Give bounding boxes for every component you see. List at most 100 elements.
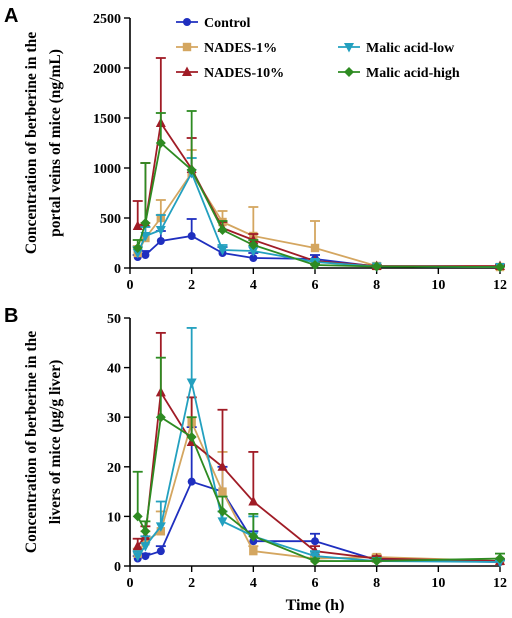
y-tick-label: 1500 (93, 112, 121, 127)
legend-marker (182, 42, 192, 52)
legend-entry: NADES-1% (176, 41, 277, 56)
data-point (132, 249, 143, 259)
data-point (248, 531, 259, 542)
panel-label: A (4, 5, 18, 27)
data-point (310, 260, 320, 270)
y-tick-label: 0 (114, 262, 121, 277)
y-tick-label: 40 (107, 362, 121, 377)
data-point (248, 247, 259, 257)
legend-label: Malic acid-high (366, 66, 460, 81)
series-line (137, 480, 501, 563)
y-tick-label: 30 (107, 411, 121, 426)
legend-label: NADES-1% (204, 41, 277, 56)
y-tick-label: 10 (107, 510, 121, 525)
panel-b: B Concentration of berberine in the livers… (4, 305, 507, 614)
data-point (186, 165, 197, 175)
legend-label: Malic acid-low (366, 41, 455, 56)
y-tick-label: 2000 (93, 62, 121, 77)
x-tick-label: 12 (493, 278, 507, 293)
legend-entry: NADES-10% (176, 66, 284, 81)
data-point (155, 412, 166, 423)
data-point (495, 553, 505, 564)
data-point (155, 138, 166, 148)
data-point (371, 556, 382, 567)
data-point (310, 556, 320, 567)
y-tick-label: 0 (114, 560, 121, 575)
legend-entry: Control (176, 16, 251, 31)
y-axis-label-line1: Concentration of berberine in the (23, 331, 40, 553)
y-tick-label: 20 (107, 461, 121, 476)
x-tick-label: 6 (312, 278, 319, 293)
data-point (132, 511, 143, 522)
data-point (186, 432, 197, 443)
data-point (186, 378, 197, 388)
x-tick-label: 0 (127, 576, 134, 591)
data-point (132, 243, 143, 253)
data-point (141, 552, 150, 561)
data-point (132, 552, 143, 562)
x-tick-label: 12 (493, 576, 507, 591)
data-point (248, 240, 259, 250)
data-point (218, 487, 227, 496)
x-tick-label: 0 (127, 278, 134, 293)
data-point (140, 526, 151, 537)
x-tick-label: 6 (312, 576, 319, 591)
data-point (132, 220, 143, 230)
panel-a: A Concentration of berberine in the portal… (4, 5, 507, 293)
data-point (311, 537, 319, 546)
x-tick-label: 4 (250, 278, 257, 293)
y-tick-label: 500 (100, 212, 121, 227)
x-tick-label: 10 (431, 576, 445, 591)
data-point (371, 261, 382, 272)
data-point (132, 540, 143, 551)
x-tick-label: 4 (250, 576, 257, 591)
series-malic-acid-high (132, 356, 505, 567)
data-point (249, 546, 258, 556)
data-point (217, 517, 228, 527)
data-point (310, 243, 320, 253)
series-malic-acid-high (132, 110, 505, 272)
x-axis-label: Time (h) (286, 597, 345, 614)
legend-entry: Malic acid-high (338, 66, 460, 81)
series-malic-acid-low (132, 157, 505, 273)
x-tick-label: 10 (431, 278, 445, 293)
data-point (217, 461, 228, 471)
panel-label: B (4, 305, 18, 327)
legend-marker (182, 66, 192, 76)
legend-marker (344, 67, 354, 77)
data-point (140, 542, 151, 552)
series-malic-acid-low (132, 327, 505, 568)
legend-label: NADES-10% (204, 66, 284, 81)
y-axis-label-line1: Concentration of berberine in the (23, 32, 40, 254)
data-point (187, 477, 196, 486)
data-point (249, 254, 258, 262)
y-tick-label: 2500 (93, 12, 121, 27)
data-point (156, 237, 165, 245)
data-point (217, 246, 228, 256)
series-control (132, 426, 505, 567)
legend-label: Control (204, 16, 251, 31)
data-point (140, 232, 151, 242)
y-axis-label-line2: livers of mice (μg/g liver) (47, 360, 64, 525)
series-nades-10- (132, 331, 505, 566)
data-point (495, 262, 505, 272)
legend-entry: Malic acid-low (338, 41, 455, 56)
data-point (217, 506, 228, 517)
data-point (155, 226, 166, 236)
data-point (187, 232, 196, 240)
data-point (155, 522, 166, 532)
legend: Control NADES-1% NADES-10% Malic acid-low Ma… (176, 16, 460, 81)
data-point (248, 496, 259, 506)
y-tick-label: 50 (107, 312, 121, 327)
data-point (217, 225, 228, 235)
x-tick-label: 2 (188, 576, 195, 591)
x-tick-label: 8 (373, 576, 380, 591)
data-point (140, 218, 151, 228)
legend-marker (183, 18, 191, 26)
y-tick-label: 1000 (93, 162, 121, 177)
x-tick-label: 2 (188, 278, 195, 293)
y-axis-label-line2: portal veins of mice (ng/mL) (47, 49, 64, 237)
data-point (141, 251, 150, 259)
x-tick-label: 8 (373, 278, 380, 293)
